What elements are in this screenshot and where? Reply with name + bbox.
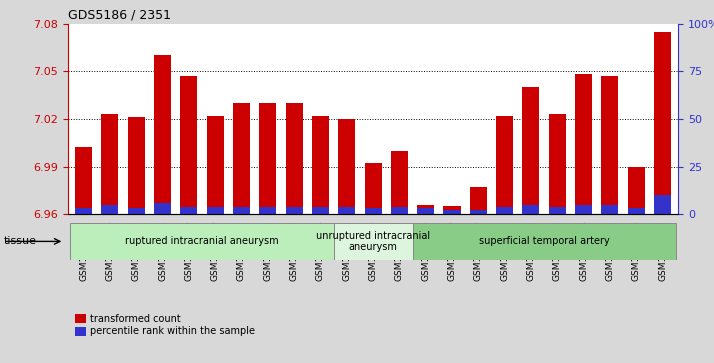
Text: unruptured intracranial
aneurysm: unruptured intracranial aneurysm bbox=[316, 231, 430, 252]
Bar bbox=[443, 211, 461, 214]
Bar bbox=[259, 207, 276, 214]
Text: superficial temporal artery: superficial temporal artery bbox=[478, 236, 610, 246]
Bar bbox=[101, 205, 119, 214]
Text: transformed count: transformed count bbox=[90, 314, 181, 324]
Bar bbox=[333, 223, 413, 260]
Bar bbox=[75, 147, 92, 214]
Bar bbox=[365, 208, 381, 214]
Bar bbox=[181, 76, 198, 214]
Bar bbox=[628, 167, 645, 214]
Bar bbox=[154, 56, 171, 214]
Bar bbox=[101, 114, 119, 214]
Bar bbox=[601, 76, 618, 214]
Bar bbox=[601, 205, 618, 214]
Bar bbox=[338, 207, 356, 214]
Bar bbox=[312, 116, 329, 214]
Bar bbox=[259, 103, 276, 214]
Text: tissue: tissue bbox=[4, 236, 36, 246]
Bar bbox=[128, 117, 145, 214]
Bar bbox=[391, 207, 408, 214]
Bar bbox=[654, 32, 671, 214]
Bar bbox=[154, 203, 171, 214]
Bar bbox=[523, 205, 540, 214]
Bar bbox=[470, 211, 487, 214]
Bar bbox=[417, 208, 434, 214]
Bar bbox=[523, 87, 540, 214]
Bar bbox=[391, 151, 408, 214]
Bar bbox=[233, 207, 250, 214]
Bar bbox=[443, 206, 461, 214]
Text: percentile rank within the sample: percentile rank within the sample bbox=[90, 326, 255, 337]
Bar bbox=[128, 208, 145, 214]
Bar bbox=[496, 207, 513, 214]
Bar bbox=[338, 119, 356, 214]
Bar bbox=[548, 207, 565, 214]
Bar bbox=[286, 103, 303, 214]
Bar bbox=[365, 163, 381, 214]
Bar bbox=[206, 116, 223, 214]
Bar bbox=[75, 208, 92, 214]
Bar bbox=[417, 205, 434, 214]
Bar bbox=[286, 207, 303, 214]
Bar bbox=[654, 195, 671, 214]
Bar bbox=[470, 187, 487, 214]
Bar bbox=[496, 116, 513, 214]
Bar bbox=[575, 74, 592, 214]
Bar bbox=[413, 223, 675, 260]
Text: ruptured intracranial aneurysm: ruptured intracranial aneurysm bbox=[125, 236, 279, 246]
Bar bbox=[548, 114, 565, 214]
Bar bbox=[233, 103, 250, 214]
Text: GDS5186 / 2351: GDS5186 / 2351 bbox=[68, 8, 171, 21]
Bar bbox=[575, 205, 592, 214]
Bar bbox=[71, 223, 333, 260]
Bar bbox=[312, 207, 329, 214]
Bar bbox=[181, 207, 198, 214]
Bar bbox=[206, 207, 223, 214]
Bar bbox=[628, 208, 645, 214]
